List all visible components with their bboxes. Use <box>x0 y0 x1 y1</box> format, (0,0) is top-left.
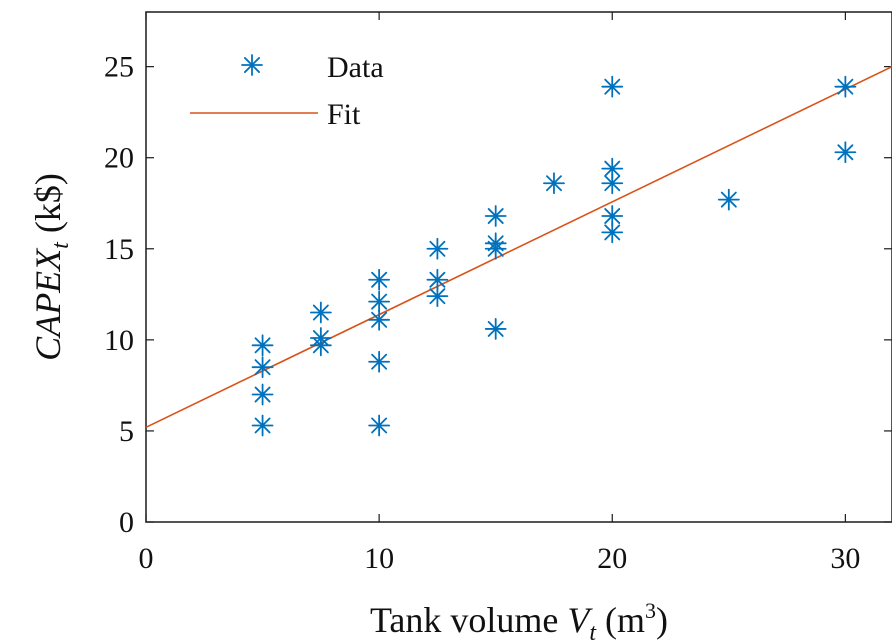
svg-text:Tank volume Vt (m3): Tank volume Vt (m3) <box>370 598 668 644</box>
data-point <box>251 414 274 437</box>
data-point <box>601 172 624 195</box>
data-point <box>368 290 391 313</box>
data-point <box>484 205 507 227</box>
legend-star-marker <box>241 54 263 76</box>
y-tick-label: 20 <box>104 142 134 175</box>
plot-frame <box>145 11 892 523</box>
legend-marker-data <box>241 54 263 76</box>
data-point <box>368 414 391 437</box>
data-point <box>368 268 391 291</box>
data-point <box>484 318 507 340</box>
data-point <box>543 172 565 195</box>
data-point <box>484 237 507 260</box>
x-tick-label: 0 <box>139 542 154 575</box>
legend-label-data: Data <box>327 51 384 84</box>
data-point <box>717 188 740 211</box>
data-point <box>601 75 624 98</box>
data-point <box>309 334 332 357</box>
x-tick-label: 10 <box>364 542 394 575</box>
y-tick-label: 10 <box>104 324 134 357</box>
data-point <box>834 141 857 164</box>
data-point <box>834 75 857 98</box>
y-tick-label: 5 <box>119 415 134 448</box>
x-tick-label: 30 <box>830 542 860 575</box>
data-point <box>426 237 449 260</box>
data-point <box>251 356 274 379</box>
data-point <box>426 285 449 308</box>
svg-text:CAPEXt (k$): CAPEXt (k$) <box>28 173 74 361</box>
legend: Data Fit <box>190 51 384 131</box>
points-layer <box>251 75 857 437</box>
data-point <box>368 308 391 331</box>
y-tick-label: 25 <box>104 51 134 84</box>
data-point <box>251 334 274 357</box>
fit-line <box>145 65 892 429</box>
fit-layer <box>145 65 892 429</box>
data-point <box>601 221 624 244</box>
data-point <box>368 350 391 373</box>
y-tick-label: 0 <box>119 506 134 539</box>
x-axis-title: Tank volume Vt (m3) <box>370 598 668 644</box>
y-axis-title: CAPEXt (k$) <box>28 173 74 361</box>
ticks <box>145 12 892 523</box>
tick-labels: 0 10 20 30 0 5 10 15 20 25 <box>104 51 860 575</box>
data-point <box>251 383 274 406</box>
x-tick-label: 20 <box>597 542 627 575</box>
y-tick-label: 15 <box>104 233 134 266</box>
legend-label-fit: Fit <box>327 98 361 131</box>
data-point <box>309 301 332 324</box>
